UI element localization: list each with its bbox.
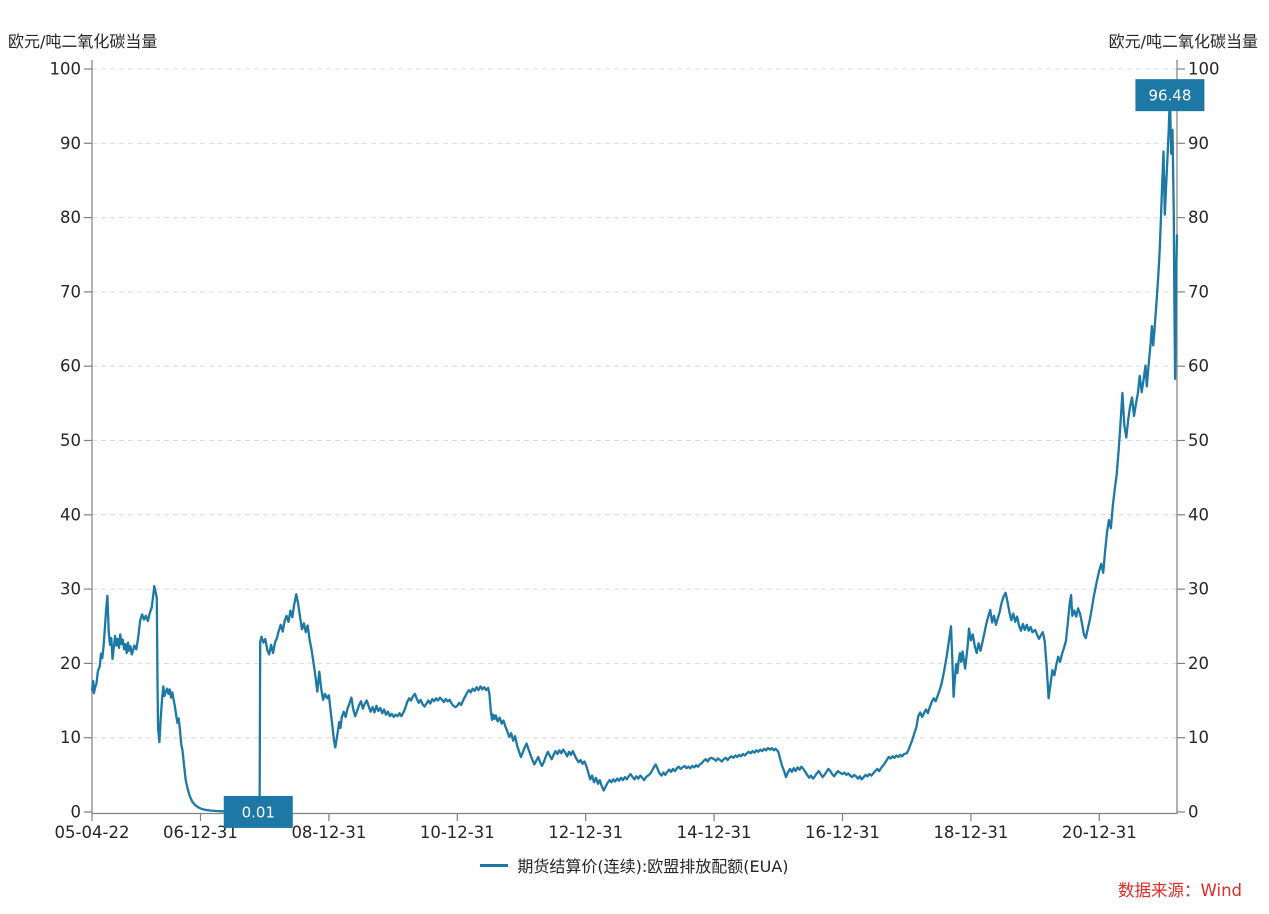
min-value-annotation-box [223,795,293,828]
y-tick-label-left: 0 [71,803,82,822]
x-tick-label: 05-04-22 [55,823,130,842]
y-tick-label-left: 80 [60,208,81,227]
legend-line-swatch [480,863,509,867]
y-tick-label-left: 10 [60,728,81,747]
y-tick-label-left: 60 [60,357,81,376]
y-tick-label-left: 40 [60,505,81,524]
y-tick-label-right: 80 [1188,208,1209,227]
y-tick-label-right: 70 [1188,282,1209,301]
legend-label: 期货结算价(连续):欧盟排放配额(EUA) [517,857,789,876]
y-tick-label-right: 10 [1188,728,1209,747]
y-tick-label-left: 90 [60,134,81,153]
y-tick-label-right: 100 [1188,60,1220,79]
y-tick-label-right: 0 [1188,803,1199,822]
x-tick-label: 08-12-31 [291,823,366,842]
price-line [90,94,1179,814]
y-tick-label-left: 70 [60,282,81,301]
legend: 期货结算价(连续):欧盟排放配额(EUA) [0,853,1269,877]
y-tick-label-right: 60 [1188,357,1209,376]
max-value-annotation-box [1135,79,1205,112]
min-value-annotation-label: 0.01 [242,803,275,821]
x-tick-label: 06-12-31 [163,823,238,842]
y-tick-label-left: 50 [60,431,81,450]
y-tick-label-right: 30 [1188,580,1209,599]
y-tick-label-left: 100 [50,60,82,79]
x-tick-label: 14-12-31 [677,823,752,842]
y-tick-label-right: 50 [1188,431,1209,450]
max-value-annotation-label: 96.48 [1148,87,1191,105]
y-tick-label-right: 90 [1188,134,1209,153]
y-tick-label-right: 20 [1188,654,1209,673]
y-tick-label-right: 40 [1188,505,1209,524]
x-tick-label: 18-12-31 [933,823,1008,842]
x-tick-label: 10-12-31 [420,823,495,842]
data-source-note: 数据来源：Wind [1118,881,1242,900]
x-tick-label: 20-12-31 [1062,823,1137,842]
y-tick-label-left: 30 [60,580,81,599]
right-axis-title: 欧元/吨二氧化碳当量 [1108,32,1258,51]
x-tick-label: 16-12-31 [805,823,880,842]
left-axis-title: 欧元/吨二氧化碳当量 [8,32,158,51]
x-tick-label: 12-12-31 [548,823,623,842]
y-tick-label-left: 20 [60,654,81,673]
